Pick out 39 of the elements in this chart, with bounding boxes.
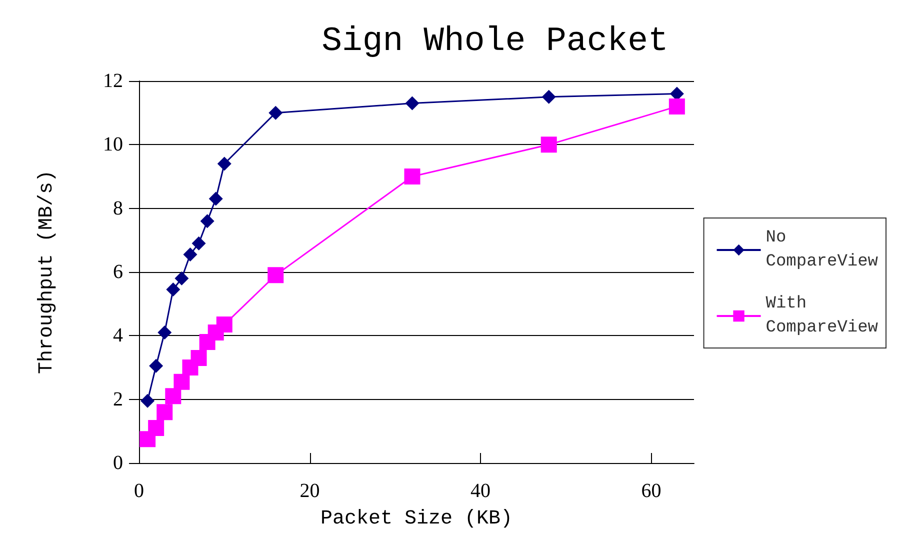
point (668, 98, 685, 114)
y-tick-label: 10 (103, 134, 123, 156)
x-tick-label: 60 (641, 480, 662, 502)
point (148, 420, 164, 436)
y-tick-label: 2 (113, 388, 123, 410)
y-tick-label: 4 (113, 324, 123, 347)
legend-label: With CompareView (766, 294, 879, 338)
point (217, 156, 232, 171)
point (192, 236, 206, 250)
legend-label: No CompareView (766, 228, 879, 272)
point (183, 247, 198, 262)
x-axis-title: Packet Size (KB) (320, 508, 513, 530)
point (405, 96, 420, 110)
x-tick-label: 20 (300, 480, 320, 502)
point (149, 358, 164, 373)
point (542, 90, 556, 104)
y-tick-label: 6 (113, 261, 123, 283)
chart-title: Sign Whole Packet (322, 23, 668, 61)
point (166, 282, 180, 297)
point (268, 267, 284, 284)
y-tick-label: 8 (113, 197, 123, 220)
point (140, 394, 155, 408)
y-tick-label: 0 (113, 452, 123, 474)
point (156, 404, 173, 420)
point (540, 136, 557, 153)
point (268, 106, 283, 120)
point (404, 168, 420, 184)
x-tick-label: 40 (470, 480, 491, 502)
point (200, 214, 214, 228)
y-tick-label: 12 (103, 70, 123, 92)
point (174, 271, 189, 286)
point (174, 374, 190, 390)
point (165, 388, 182, 404)
x-tick-label: 0 (134, 480, 144, 502)
point (158, 325, 172, 340)
point (216, 316, 232, 333)
y-axis-title: Throughput (MB/s) (36, 170, 58, 374)
point (208, 192, 223, 206)
point (190, 350, 207, 366)
